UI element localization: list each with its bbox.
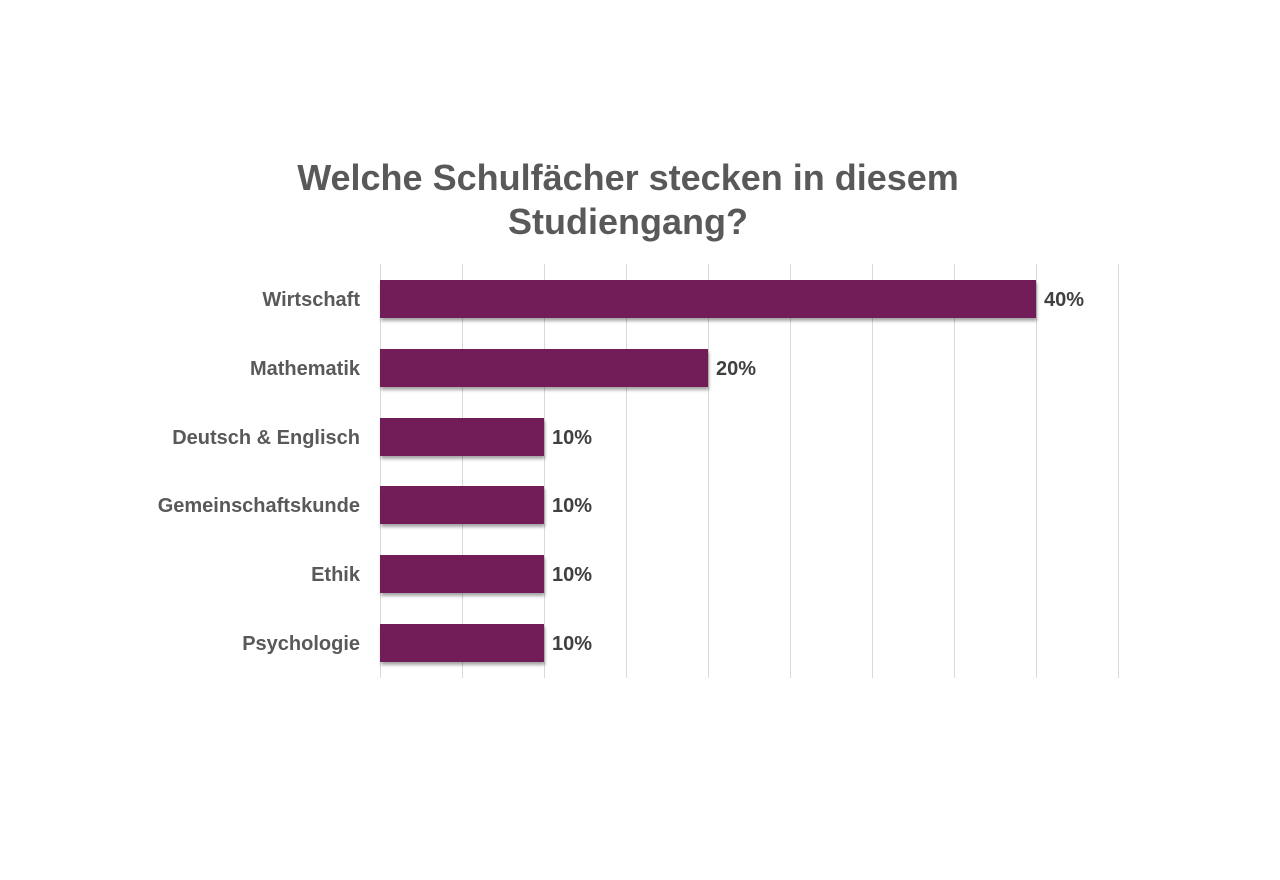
value-label: 10%	[552, 495, 593, 517]
bar	[380, 418, 544, 456]
gridline	[954, 264, 955, 678]
bar	[380, 486, 544, 524]
category-label: Deutsch & Englisch	[172, 427, 360, 449]
category-label: Wirtschaft	[262, 289, 360, 311]
value-label: 10%	[552, 427, 593, 449]
chart-title: Welche Schulfächer stecken in diesem Stu…	[0, 156, 1256, 244]
gridline	[544, 264, 545, 678]
value-label: 10%	[552, 633, 593, 655]
bar-row: 10%	[380, 624, 1118, 664]
category-label: Psychologie	[242, 633, 360, 655]
title-line-1: Welche Schulfächer stecken in diesem	[297, 157, 959, 198]
title-line-2: Studiengang?	[508, 201, 748, 242]
gridline	[708, 264, 709, 678]
bar	[380, 349, 708, 387]
category-label: Gemeinschaftskunde	[157, 495, 360, 517]
gridline	[1118, 264, 1119, 678]
plot-area: 40% 20% 10% 10% 10% 10%	[380, 264, 1119, 678]
gridline	[872, 264, 873, 678]
bar	[380, 280, 1036, 318]
category-label: Mathematik	[249, 358, 360, 380]
gridline	[1036, 264, 1037, 678]
bar-row: 40%	[380, 280, 1118, 320]
bar-row: 20%	[380, 349, 1118, 389]
bar	[380, 624, 544, 662]
bar-row: 10%	[380, 418, 1118, 458]
bar	[380, 555, 544, 593]
bar-row: 10%	[380, 486, 1118, 526]
gridline	[380, 264, 381, 678]
gridline	[462, 264, 463, 678]
value-label: 40%	[1044, 289, 1085, 311]
gridline	[790, 264, 791, 678]
gridline	[626, 264, 627, 678]
bar-row: 10%	[380, 555, 1118, 595]
value-label: 20%	[716, 358, 757, 380]
category-label: Ethik	[311, 564, 360, 586]
value-label: 10%	[552, 564, 593, 586]
